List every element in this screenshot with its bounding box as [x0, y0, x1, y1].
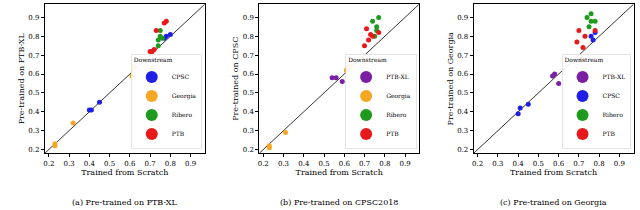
svg-text:0.2: 0.2: [472, 160, 483, 168]
svg-text:0.9: 0.9: [185, 160, 196, 168]
svg-text:0.7: 0.7: [145, 160, 156, 168]
svg-text:0.4: 0.4: [28, 108, 40, 116]
svg-text:0.2: 0.2: [457, 146, 468, 154]
svg-text:Ribero: Ribero: [172, 111, 193, 118]
svg-text:0.7: 0.7: [457, 52, 468, 60]
svg-text:0.5: 0.5: [457, 89, 468, 97]
svg-text:0.9: 0.9: [243, 14, 254, 22]
svg-text:0.8: 0.8: [243, 33, 254, 41]
svg-text:0.4: 0.4: [243, 108, 255, 116]
svg-text:Downstream: Downstream: [565, 56, 604, 63]
svg-text:(c) Pre-trained on Georgia: (c) Pre-trained on Georgia: [500, 198, 607, 207]
svg-text:0.3: 0.3: [457, 127, 468, 135]
svg-text:Trained from Scratch: Trained from Scratch: [81, 168, 168, 177]
svg-text:CPSC: CPSC: [603, 92, 621, 99]
svg-text:0.8: 0.8: [379, 160, 390, 168]
svg-text:0.9: 0.9: [399, 160, 410, 168]
svg-text:0.3: 0.3: [278, 160, 289, 168]
svg-text:0.6: 0.6: [28, 70, 40, 78]
svg-text:Downstream: Downstream: [134, 56, 173, 63]
svg-text:0.7: 0.7: [359, 160, 370, 168]
svg-text:Trained from Scratch: Trained from Scratch: [296, 168, 383, 177]
svg-text:PTB-XL: PTB-XL: [386, 73, 409, 80]
svg-text:PTB: PTB: [386, 130, 399, 137]
svg-text:0.4: 0.4: [84, 160, 96, 168]
svg-text:0.2: 0.2: [43, 160, 54, 168]
svg-text:Pre-trained on Georgia: Pre-trained on Georgia: [446, 32, 455, 126]
svg-text:Downstream: Downstream: [348, 56, 387, 63]
svg-text:0.6: 0.6: [457, 70, 469, 78]
svg-text:0.4: 0.4: [513, 160, 525, 168]
svg-text:Ribero: Ribero: [603, 111, 624, 118]
svg-text:Pre-trained on CPSC: Pre-trained on CPSC: [231, 37, 240, 121]
svg-text:Pre-trained on PTB-XL: Pre-trained on PTB-XL: [17, 32, 26, 124]
svg-text:0.8: 0.8: [457, 33, 468, 41]
svg-text:0.7: 0.7: [573, 160, 584, 168]
svg-text:0.7: 0.7: [243, 52, 254, 60]
svg-text:0.8: 0.8: [28, 33, 39, 41]
svg-text:PTB: PTB: [603, 130, 616, 137]
svg-text:0.2: 0.2: [28, 146, 39, 154]
svg-text:0.2: 0.2: [243, 146, 254, 154]
svg-text:(a) Pre-trained on PTB-XL: (a) Pre-trained on PTB-XL: [72, 198, 177, 207]
svg-text:0.2: 0.2: [258, 160, 269, 168]
svg-text:0.9: 0.9: [457, 14, 468, 22]
svg-text:PTB: PTB: [172, 130, 185, 137]
svg-text:0.9: 0.9: [28, 14, 39, 22]
svg-text:0.4: 0.4: [298, 160, 310, 168]
svg-text:0.3: 0.3: [243, 127, 254, 135]
svg-text:Ribero: Ribero: [386, 111, 407, 118]
svg-text:0.5: 0.5: [28, 89, 39, 97]
svg-text:0.3: 0.3: [28, 127, 39, 135]
svg-text:0.5: 0.5: [104, 160, 115, 168]
svg-text:Georgia: Georgia: [386, 92, 411, 100]
svg-text:0.7: 0.7: [28, 52, 39, 60]
svg-text:0.5: 0.5: [533, 160, 544, 168]
svg-text:Georgia: Georgia: [172, 92, 197, 100]
svg-text:0.4: 0.4: [457, 108, 469, 116]
svg-text:0.8: 0.8: [594, 160, 605, 168]
svg-text:0.6: 0.6: [339, 160, 351, 168]
svg-text:0.9: 0.9: [614, 160, 625, 168]
svg-text:0.5: 0.5: [318, 160, 329, 168]
svg-text:0.3: 0.3: [492, 160, 503, 168]
svg-text:0.8: 0.8: [165, 160, 176, 168]
svg-text:0.5: 0.5: [243, 89, 254, 97]
svg-text:0.6: 0.6: [124, 160, 136, 168]
svg-text:0.6: 0.6: [553, 160, 565, 168]
svg-text:Trained from Scratch: Trained from Scratch: [510, 168, 597, 177]
svg-text:CPSC: CPSC: [172, 73, 190, 80]
svg-text:PTB-XL: PTB-XL: [603, 73, 626, 80]
svg-text:0.6: 0.6: [243, 70, 255, 78]
svg-text:(b) Pre-trained on CPSC2018: (b) Pre-trained on CPSC2018: [280, 198, 398, 207]
svg-text:0.3: 0.3: [64, 160, 75, 168]
